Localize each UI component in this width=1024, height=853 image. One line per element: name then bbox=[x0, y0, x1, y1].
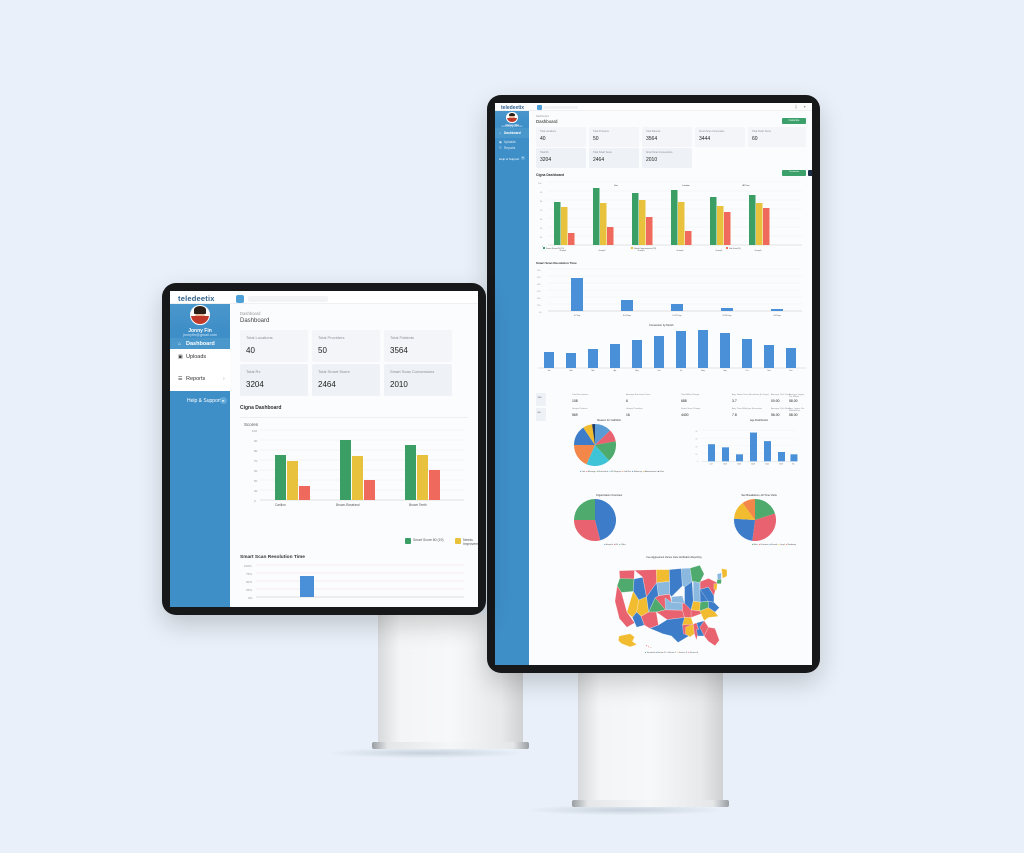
svg-text:Apr: Apr bbox=[614, 369, 617, 372]
svg-text:Smart Score 80 (19): Smart Score 80 (19) bbox=[546, 247, 564, 250]
svg-text:100: 100 bbox=[538, 183, 542, 185]
svg-text:100%: 100% bbox=[244, 564, 252, 568]
svg-text:40-49: 40-49 bbox=[751, 463, 755, 465]
svg-text:70: 70 bbox=[254, 459, 258, 463]
svg-text:Jan: Jan bbox=[548, 370, 551, 372]
svg-text:75%: 75% bbox=[246, 572, 252, 576]
svg-text:Group6: Group6 bbox=[755, 250, 763, 252]
svg-text:0: 0 bbox=[254, 499, 256, 503]
svg-text:100: 100 bbox=[252, 429, 257, 433]
svg-text:30-39: 30-39 bbox=[737, 463, 741, 465]
svg-text:Brown-Roseland: Brown-Roseland bbox=[336, 503, 360, 507]
svg-text:90: 90 bbox=[254, 439, 258, 443]
svg-text:8-14 Days: 8-14 Days bbox=[623, 315, 631, 317]
svg-text:0%: 0% bbox=[248, 596, 253, 600]
svg-text:90: 90 bbox=[540, 192, 543, 194]
svg-text:Group5: Group5 bbox=[716, 250, 724, 252]
svg-text:15-21 Days: 15-21 Days bbox=[672, 315, 681, 317]
svg-text:30: 30 bbox=[696, 439, 698, 441]
svg-text:0: 0 bbox=[697, 461, 698, 463]
svg-text:0%: 0% bbox=[539, 312, 542, 314]
svg-text:80+: 80+ bbox=[792, 463, 795, 465]
svg-text:0-7 Day: 0-7 Day bbox=[574, 315, 580, 317]
svg-text:Jun: Jun bbox=[658, 370, 661, 372]
svg-text:Carilion: Carilion bbox=[275, 503, 286, 507]
svg-text:50: 50 bbox=[540, 228, 543, 230]
svg-text:80: 80 bbox=[540, 201, 543, 203]
svg-text:All Time: All Time bbox=[742, 184, 750, 187]
svg-text:25%: 25% bbox=[246, 588, 252, 592]
svg-text:30%: 30% bbox=[537, 298, 541, 300]
svg-text:Aug: Aug bbox=[701, 369, 704, 372]
svg-text:Group4: Group4 bbox=[677, 250, 685, 252]
svg-text:0-17: 0-17 bbox=[710, 463, 713, 465]
svg-text:50%: 50% bbox=[537, 270, 541, 272]
svg-text:Brown Teeth: Brown Teeth bbox=[409, 503, 427, 507]
svg-text:60: 60 bbox=[254, 469, 258, 473]
svg-text:Feb: Feb bbox=[569, 370, 572, 372]
svg-text:Group2: Group2 bbox=[599, 250, 607, 252]
svg-text:40: 40 bbox=[540, 237, 543, 239]
svg-text:>30 Days: >30 Days bbox=[773, 314, 781, 317]
svg-text:40: 40 bbox=[696, 431, 698, 433]
svg-text:35%: 35% bbox=[537, 291, 541, 293]
svg-text:Needs Improvement (18): Needs Improvement (18) bbox=[634, 247, 656, 250]
svg-text:Dec: Dec bbox=[789, 370, 792, 372]
svg-text:10: 10 bbox=[696, 454, 698, 456]
svg-text:40: 40 bbox=[254, 489, 258, 493]
svg-text:Not Good (9): Not Good (9) bbox=[729, 247, 741, 250]
svg-text:50%: 50% bbox=[246, 580, 252, 584]
svg-text:60: 60 bbox=[540, 219, 543, 221]
svg-text:Group1: Group1 bbox=[560, 250, 568, 252]
svg-text:Location: Location bbox=[682, 184, 690, 187]
svg-text:Sep: Sep bbox=[723, 370, 726, 372]
svg-text:18-29: 18-29 bbox=[723, 463, 727, 465]
svg-text:Jul: Jul bbox=[680, 370, 683, 372]
svg-text:May: May bbox=[635, 370, 638, 372]
svg-text:70: 70 bbox=[540, 210, 543, 212]
svg-text:45%: 45% bbox=[537, 277, 541, 279]
svg-text:Sort: Sort bbox=[614, 184, 618, 187]
svg-text:Group3: Group3 bbox=[638, 250, 646, 252]
svg-text:80: 80 bbox=[254, 449, 258, 453]
svg-text:50: 50 bbox=[254, 479, 258, 483]
svg-text:22-30 Days: 22-30 Days bbox=[722, 315, 731, 317]
svg-text:50-64: 50-64 bbox=[765, 463, 769, 465]
svg-text:20: 20 bbox=[696, 446, 698, 448]
svg-text:65-79: 65-79 bbox=[779, 463, 783, 465]
svg-text:Oct: Oct bbox=[746, 369, 749, 372]
svg-text:25%: 25% bbox=[537, 305, 541, 307]
svg-text:Nov: Nov bbox=[767, 370, 770, 372]
svg-text:40%: 40% bbox=[537, 284, 541, 286]
svg-text:Mar: Mar bbox=[591, 370, 594, 372]
